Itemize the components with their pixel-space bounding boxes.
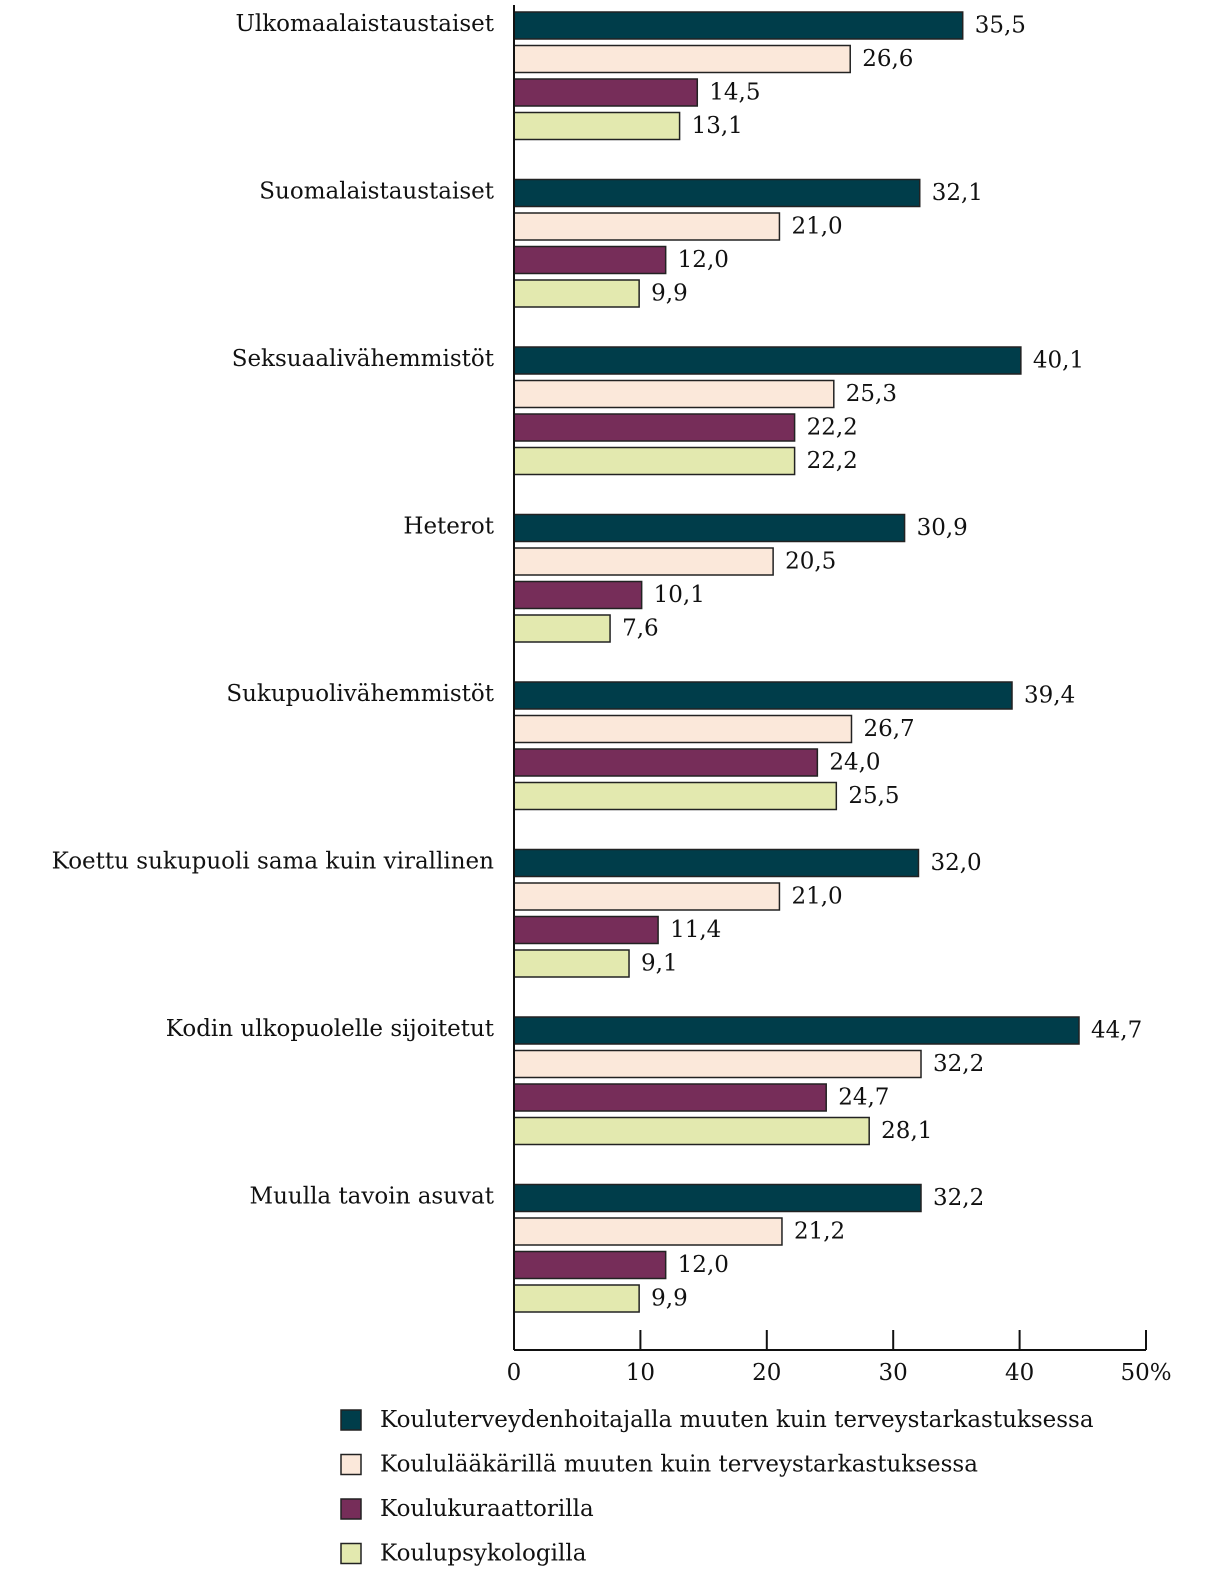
x-tick-label: 10 [626, 1360, 655, 1386]
value-label: 24,7 [838, 1085, 889, 1111]
value-label: 22,2 [807, 415, 858, 441]
category-label: Kodin ulkopuolelle sijoitetut [166, 1016, 495, 1042]
category-label: Sukupuolivähemmistöt [226, 681, 494, 707]
bar [513, 178, 921, 208]
bar [513, 1049, 922, 1079]
bar [513, 44, 851, 74]
x-tick-label: 30 [879, 1360, 908, 1386]
category-label: Seksuaalivähemmistöt [232, 346, 495, 372]
category-label: Heterot [403, 514, 494, 540]
bar [513, 111, 681, 141]
value-label: 9,9 [651, 1286, 688, 1312]
bar [513, 748, 819, 777]
x-tick-label: 0 [507, 1360, 522, 1386]
value-label: 32,2 [933, 1185, 984, 1211]
bar [513, 1016, 1080, 1045]
value-label: 30,9 [917, 515, 968, 541]
bar [513, 714, 853, 744]
bar [513, 513, 906, 543]
bar [513, 882, 781, 911]
bar [513, 1217, 783, 1246]
category-label: Koettu sukupuoli sama kuin virallinen [52, 849, 495, 875]
value-label: 21,0 [791, 214, 842, 240]
bar [513, 915, 659, 945]
bar [513, 1284, 640, 1313]
value-label: 26,6 [862, 46, 913, 72]
legend-label: Kouluterveydenhoitajalla muuten kuin ter… [380, 1407, 1094, 1433]
bar [513, 212, 781, 241]
legend-swatch [340, 1453, 362, 1476]
value-label: 40,1 [1033, 348, 1084, 374]
bar [513, 1116, 870, 1146]
bar [513, 1183, 922, 1213]
value-label: 11,4 [670, 917, 721, 943]
value-label: 32,2 [933, 1051, 984, 1077]
value-label: 9,1 [641, 951, 678, 977]
bar [513, 78, 699, 107]
bar [513, 949, 630, 978]
category-label: Ulkomaalaistaustaiset [235, 11, 494, 37]
value-label: 25,3 [846, 381, 897, 407]
value-label: 44,7 [1091, 1018, 1142, 1044]
value-label: 12,0 [678, 1252, 729, 1278]
bar [513, 614, 611, 643]
value-label: 25,5 [848, 783, 899, 809]
x-tick-label: 40 [1005, 1360, 1034, 1386]
legend-swatch [340, 1409, 362, 1431]
x-tick-label: 50% [1120, 1360, 1171, 1386]
bar [513, 547, 774, 576]
value-label: 32,0 [930, 850, 981, 876]
bar [513, 1083, 827, 1112]
value-label: 21,2 [794, 1219, 845, 1245]
value-label: 26,7 [863, 716, 914, 742]
bar [513, 1250, 667, 1280]
bar [513, 379, 835, 409]
category-label: Suomalaistaustaiset [259, 179, 494, 205]
bar [513, 245, 667, 275]
bar [513, 681, 1013, 710]
category-label: Muulla tavoin asuvat [250, 1184, 495, 1210]
value-label: 13,1 [692, 113, 743, 139]
bar [513, 781, 838, 811]
value-label: 24,0 [829, 750, 880, 776]
bar [513, 11, 964, 40]
legend-label: Koulupsykologilla [380, 1541, 587, 1567]
bar [513, 346, 1022, 375]
value-label: 10,1 [654, 582, 705, 608]
legend-label: Koulukuraattorilla [380, 1496, 594, 1522]
bar [513, 580, 643, 610]
legend-swatch [340, 1542, 362, 1565]
value-label: 35,5 [975, 13, 1026, 39]
value-label: 22,2 [807, 448, 858, 474]
x-tick-label: 20 [752, 1360, 781, 1386]
value-label: 9,9 [651, 281, 688, 307]
value-label: 14,5 [709, 80, 760, 106]
legend-swatch [340, 1498, 362, 1520]
value-label: 20,5 [785, 549, 836, 575]
bar [513, 446, 796, 476]
bar [513, 279, 640, 308]
value-label: 39,4 [1024, 683, 1075, 709]
value-label: 21,0 [791, 884, 842, 910]
value-label: 12,0 [678, 247, 729, 273]
value-label: 32,1 [932, 180, 983, 206]
value-label: 28,1 [881, 1118, 932, 1144]
bar [513, 848, 920, 878]
legend-label: Koululääkärillä muuten kuin terveystarka… [380, 1452, 978, 1478]
bar [513, 413, 796, 442]
value-label: 7,6 [622, 616, 659, 642]
